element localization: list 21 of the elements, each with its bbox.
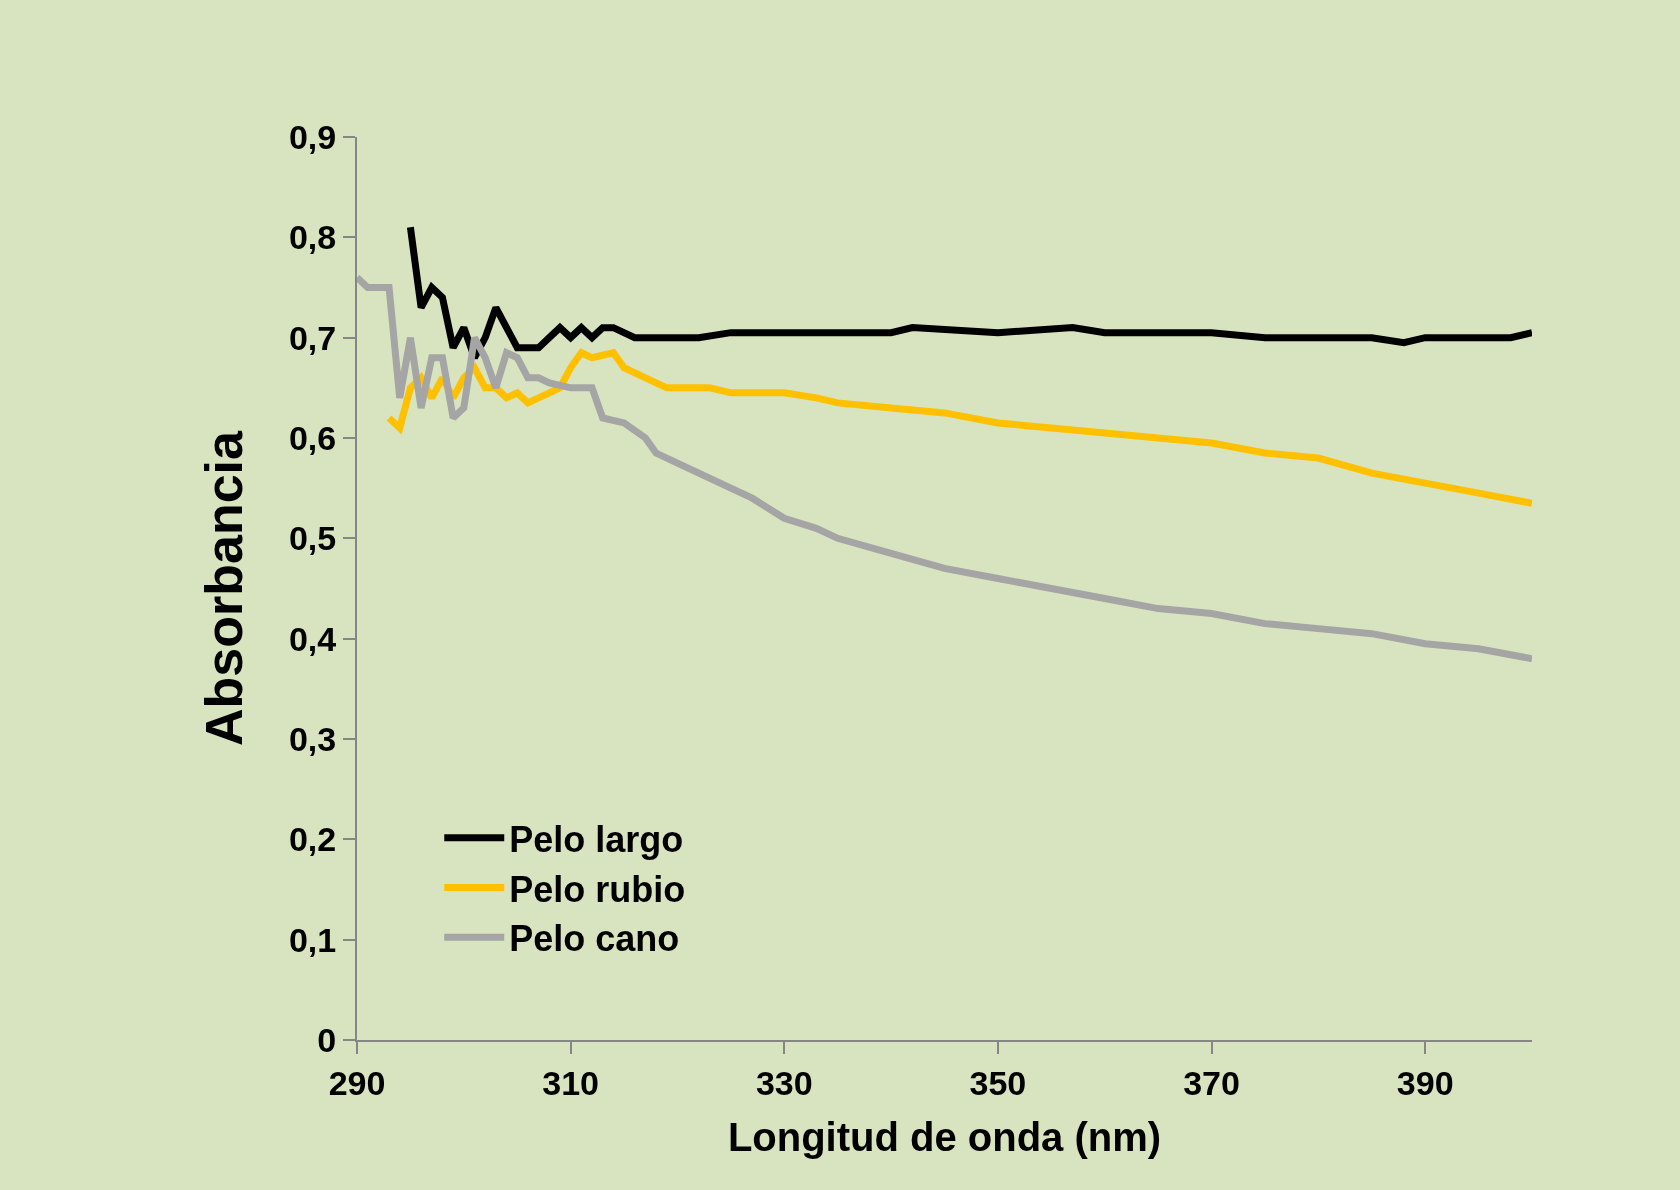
y-tick-label: 0,3 — [288, 719, 337, 758]
y-tick-label: 0,9 — [288, 117, 337, 156]
x-axis-title: Longitud de onda (nm) — [727, 1114, 1162, 1159]
y-tick-label: 0,7 — [288, 318, 337, 357]
y-tick-label: 0,5 — [288, 519, 337, 558]
x-tick-label: 290 — [328, 1063, 386, 1102]
y-axis-title: Absorbancia — [194, 429, 253, 746]
x-tick-label: 390 — [1396, 1063, 1454, 1102]
y-tick-label: 0,4 — [288, 619, 337, 658]
legend-label: Pelo cano — [509, 918, 680, 960]
x-tick-label: 350 — [969, 1063, 1027, 1102]
y-tick-label: 0,2 — [288, 820, 337, 859]
legend-label: Pelo largo — [509, 818, 684, 860]
y-tick-label: 0,1 — [288, 920, 337, 959]
y-tick-label: 0,6 — [288, 418, 337, 457]
x-tick-label: 330 — [755, 1063, 813, 1102]
y-tick-label: 0,8 — [288, 218, 337, 257]
y-tick-label: 0 — [317, 1020, 337, 1059]
x-tick-label: 370 — [1183, 1063, 1240, 1102]
x-tick-label: 310 — [542, 1063, 600, 1102]
legend-label: Pelo rubio — [509, 868, 686, 910]
